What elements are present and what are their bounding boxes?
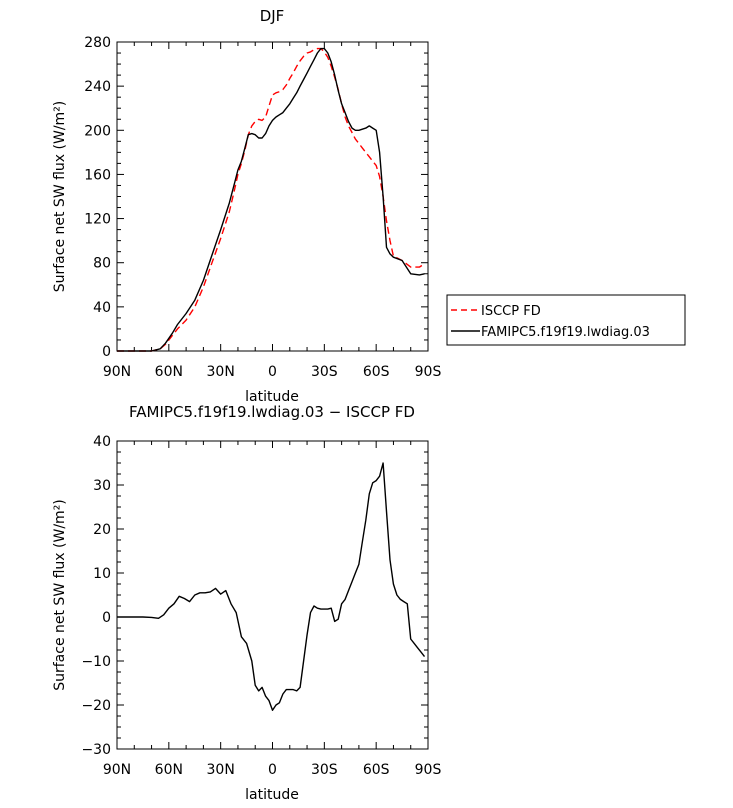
x-tick-label: 0 — [268, 364, 277, 380]
x-tick-label: 60S — [363, 364, 390, 380]
x-tick-label: 30N — [207, 364, 235, 380]
legend-box — [446, 294, 686, 346]
x-tick-label: 90N — [103, 364, 131, 380]
plot-frame — [116, 440, 429, 750]
legend-label-isccp: ISCCP FD — [481, 304, 541, 319]
x-tick-label: 30S — [311, 762, 338, 778]
y-tick-label: 280 — [84, 35, 111, 51]
x-tick-label: 0 — [268, 762, 277, 778]
x-axis-label: latitude — [245, 787, 299, 803]
y-tick-label: 30 — [93, 478, 111, 494]
y-tick-label: 20 — [93, 522, 111, 538]
chart-title: DJF — [260, 7, 285, 25]
series-lines — [117, 462, 426, 711]
y-tick-label: 40 — [93, 434, 111, 450]
y-tick-label: 200 — [84, 123, 111, 139]
plot-frame — [116, 41, 429, 352]
chart-djf-absolute: DJF 0 40 80 120 160 200 240 280 90N 60N 30N 0 30S 60S… — [52, 7, 686, 405]
axis-ticks: −30 −20 −10 0 10 20 30 40 90N 60N 30N 0 30S 60S 90S — [81, 434, 441, 778]
djf-series-line-0 — [117, 47, 425, 352]
y-tick-label: 10 — [93, 566, 111, 582]
y-tick-label: 0 — [102, 344, 111, 360]
y-tick-label: 40 — [93, 300, 111, 316]
y-tick-label: −10 — [81, 654, 111, 670]
chart-title: FAMIPC5.f19f19.lwdiag.03 − ISCCP FD — [129, 403, 415, 421]
diff-series-line-0 — [117, 462, 426, 711]
x-tick-label: 60S — [363, 762, 390, 778]
y-tick-label: 0 — [102, 610, 111, 626]
x-tick-label: 30S — [311, 364, 338, 380]
y-axis-label: Surface net SW flux (W/m²) — [52, 499, 68, 691]
axis-ticks: 0 40 80 120 160 200 240 280 90N 60N 30N 0 30S 60S 90S — [84, 35, 441, 380]
x-tick-label: 60N — [155, 762, 183, 778]
y-tick-label: −20 — [81, 698, 111, 714]
x-tick-label: 90S — [415, 762, 442, 778]
x-tick-label: 30N — [207, 762, 235, 778]
y-tick-label: 240 — [84, 79, 111, 95]
chart-difference: FAMIPC5.f19f19.lwdiag.03 − ISCCP FD −30−… — [52, 403, 441, 803]
series-lines — [117, 47, 425, 352]
x-tick-label: 90S — [415, 364, 442, 380]
y-tick-label: 160 — [84, 167, 111, 183]
legend-label-famipc5: FAMIPC5.f19f19.lwdiag.03 — [481, 325, 650, 340]
y-tick-label: 120 — [84, 212, 111, 228]
x-tick-label: 60N — [155, 364, 183, 380]
y-axis-label: Surface net SW flux (W/m²) — [52, 101, 68, 293]
x-tick-label: 90N — [103, 762, 131, 778]
y-tick-label: −30 — [81, 742, 111, 758]
djf-series-line-1 — [117, 47, 425, 352]
x-axis-label: latitude — [245, 389, 299, 405]
legend: ISCCP FD FAMIPC5.f19f19.lwdiag.03 — [446, 294, 686, 346]
y-tick-label: 80 — [93, 256, 111, 272]
